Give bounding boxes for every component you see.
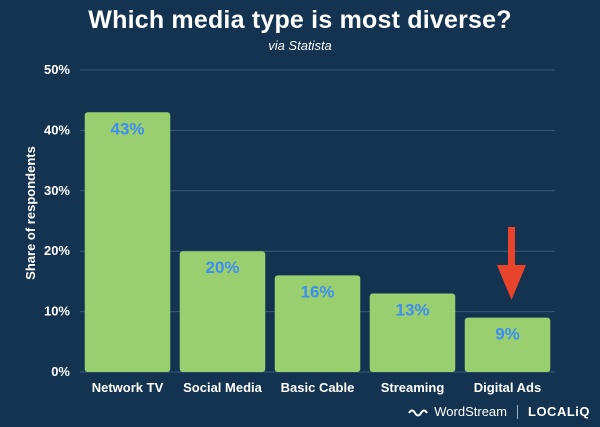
- y-tick-label: 0%: [51, 364, 70, 379]
- value-label: 13%: [395, 300, 429, 319]
- y-tick-label: 30%: [44, 183, 70, 198]
- footer-branding: WordStream LOCALiQ: [408, 404, 590, 419]
- y-tick-label: 10%: [44, 304, 70, 319]
- bar: [464, 317, 551, 372]
- x-tick-label: Social Media: [183, 380, 263, 395]
- x-tick-label: Basic Cable: [281, 380, 355, 395]
- bar: [84, 112, 171, 372]
- y-tick-label: 20%: [44, 243, 70, 258]
- bar: [369, 293, 456, 372]
- bar: [179, 251, 266, 372]
- localiq-logo: LOCALiQ: [528, 404, 590, 419]
- bar: [274, 275, 361, 372]
- y-tick-label: 50%: [44, 62, 70, 77]
- y-axis-ticks: 0% 10% 20% 30% 40% 50%: [44, 62, 70, 379]
- wordstream-text: WordStream: [434, 404, 507, 419]
- value-labels: 43% 20% 16% 13% 9%: [110, 119, 519, 343]
- value-label: 20%: [205, 258, 239, 277]
- wordstream-logo: WordStream: [408, 404, 507, 419]
- chart-title: Which media type is most diverse?: [88, 6, 512, 34]
- value-label: 16%: [300, 282, 334, 301]
- highlight-arrow-icon: [497, 227, 526, 300]
- bars: [84, 112, 551, 372]
- x-axis-ticks: Network TV Social Media Basic Cable Streami…: [92, 380, 541, 395]
- value-label: 43%: [110, 119, 144, 138]
- y-axis-label: Share of respondents: [23, 146, 38, 280]
- x-tick-label: Network TV: [92, 380, 164, 395]
- x-tick-label: Streaming: [381, 380, 445, 395]
- value-label: 9%: [495, 325, 520, 344]
- y-tick-label: 40%: [44, 122, 70, 137]
- wave-icon: [408, 409, 429, 416]
- chart-subtitle: via Statista: [268, 38, 332, 53]
- x-tick-label: Digital Ads: [474, 380, 541, 395]
- footer-divider: [517, 404, 518, 419]
